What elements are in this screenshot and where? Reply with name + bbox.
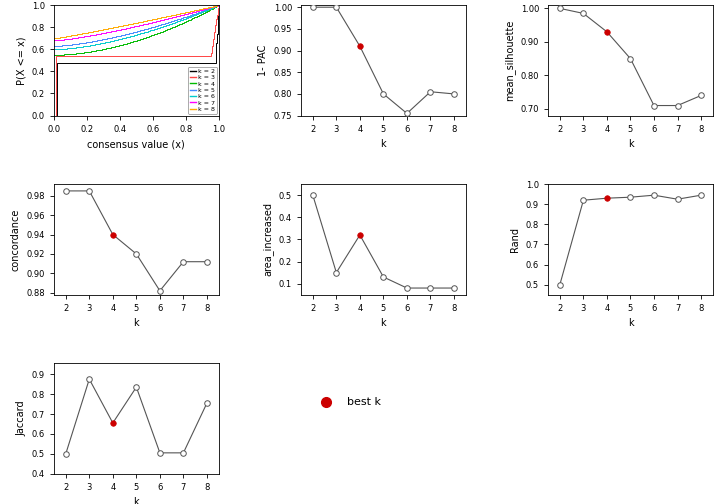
- Y-axis label: area_increased: area_increased: [262, 203, 273, 276]
- Text: best k: best k: [347, 397, 381, 407]
- X-axis label: k: k: [133, 497, 139, 504]
- Y-axis label: concordance: concordance: [11, 208, 21, 271]
- Y-axis label: mean_silhouette: mean_silhouette: [504, 20, 515, 101]
- X-axis label: k: k: [628, 139, 634, 149]
- X-axis label: k: k: [133, 318, 139, 328]
- X-axis label: k: k: [628, 318, 634, 328]
- Y-axis label: Jaccard: Jaccard: [16, 401, 26, 436]
- X-axis label: consensus value (x): consensus value (x): [87, 139, 185, 149]
- X-axis label: k: k: [381, 318, 386, 328]
- Y-axis label: 1- PAC: 1- PAC: [258, 45, 268, 76]
- Y-axis label: P(X <= x): P(X <= x): [16, 36, 26, 85]
- Legend: k = 2, k = 3, k = 4, k = 5, k = 6, k = 7, k = 8: k = 2, k = 3, k = 4, k = 5, k = 6, k = 7…: [188, 67, 217, 114]
- X-axis label: k: k: [381, 139, 386, 149]
- Y-axis label: Rand: Rand: [510, 227, 521, 252]
